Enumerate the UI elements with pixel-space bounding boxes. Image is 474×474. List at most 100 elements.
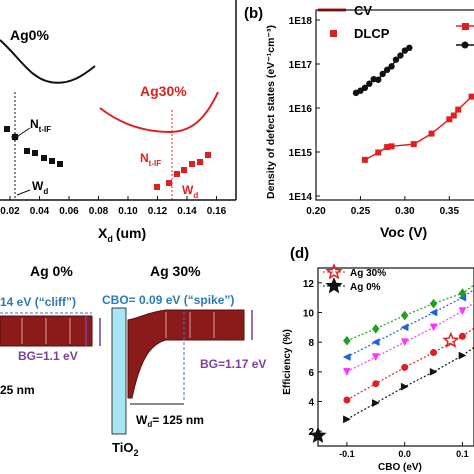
panel-d-series bbox=[309, 284, 474, 443]
panel-b-point bbox=[366, 80, 373, 87]
label-ag0-c: Ag 0% bbox=[30, 263, 73, 279]
panel-d-point bbox=[342, 353, 351, 361]
panel-b-point bbox=[392, 56, 400, 63]
panel-d-legend-label: Ag 30% bbox=[350, 268, 386, 279]
dlcp-ag30-point bbox=[174, 171, 180, 177]
panel-d-x-tick-label: 0.1 bbox=[456, 449, 469, 459]
panel-d-point bbox=[372, 380, 380, 388]
panel-d-point bbox=[400, 382, 409, 391]
panel-d-point bbox=[400, 338, 409, 347]
wd-label-ag30: Wd bbox=[182, 183, 198, 200]
panel-b-series bbox=[352, 44, 474, 163]
panel-b-point bbox=[455, 106, 462, 113]
panel-d: (d) Efficiency (%) 12 10 8 6 4 2 -0.1 0.0 0.1 A… bbox=[282, 245, 474, 473]
panel-d-point bbox=[401, 363, 409, 371]
panel-d-y-tick-label: 10 bbox=[303, 309, 315, 320]
panel-b-point bbox=[450, 112, 457, 119]
panel-b-y-label: Density of defect states (eV⁻¹cm⁻³) bbox=[265, 25, 277, 199]
panel-d-y-tick-label: 12 bbox=[303, 279, 315, 290]
panel-a-x-tick-label: 0.12 bbox=[148, 206, 168, 217]
panel-b-point bbox=[428, 130, 435, 137]
panel-d-point bbox=[429, 323, 438, 332]
panel-b-y-tick-label: 1E15 bbox=[289, 148, 313, 159]
dlcp-ag0-point bbox=[32, 150, 38, 156]
panel-a-x-tick-label: 0.06 bbox=[59, 206, 79, 217]
panel-d-plot-frame bbox=[317, 267, 474, 447]
panel-d-point bbox=[342, 368, 351, 376]
panel-b-y-tick-label: 1E18 bbox=[289, 16, 313, 27]
dlcp-ag0-point bbox=[41, 155, 47, 161]
panel-d-point bbox=[371, 338, 380, 347]
panel-d-point bbox=[371, 353, 380, 362]
panel-b-point bbox=[388, 143, 395, 150]
panel-a-x-tick-label: 0.10 bbox=[118, 206, 138, 217]
panel-d-point bbox=[429, 298, 438, 309]
panel-d-point bbox=[343, 335, 351, 346]
panel-d-point bbox=[429, 308, 438, 317]
panel-b-y-tick-label: 1E14 bbox=[289, 192, 313, 203]
panel-d-point bbox=[309, 426, 327, 443]
panel-a: CV DLCP Ag0% Ag30% Nt-IF Wd bbox=[0, 0, 390, 244]
panel-d-series-line bbox=[346, 284, 474, 342]
panel-d-y-tick-label: 4 bbox=[308, 398, 314, 409]
panel-b: (b) Density of defect states (eV⁻¹cm⁻³) … bbox=[244, 5, 474, 240]
panel-d-y-tick-label: 6 bbox=[308, 368, 314, 379]
panel-d-y-tick-label: 8 bbox=[308, 338, 314, 349]
dlcp-ag0-point bbox=[49, 158, 55, 164]
panel-d-series-line bbox=[346, 346, 474, 420]
panel-b-x-tick-label: 0.20 bbox=[306, 206, 326, 217]
panel-d-tag: (d) bbox=[290, 245, 309, 262]
panel-b-point bbox=[375, 76, 382, 83]
label-ag30: Ag30% bbox=[140, 83, 187, 99]
spike-label: CBO= 0.09 eV (“spike”) bbox=[102, 293, 234, 307]
panel-a-x-ticks: 0.02 0.04 0.06 0.08 0.10 0.12 0.14 0.16 bbox=[0, 196, 227, 217]
panel-b-x-label: Voc (V) bbox=[380, 224, 427, 240]
panel-b-x-ticks: 0.20 0.25 0.30 0.35 bbox=[306, 196, 460, 217]
panel-b-point bbox=[446, 116, 453, 123]
panel-b-plot-frame bbox=[315, 9, 474, 201]
panel-b-y-tick-label: 1E16 bbox=[289, 104, 313, 115]
panel-c: Ag 0% Ag 30% 14 eV (“cliff”) CBO= 0.09 e… bbox=[0, 263, 266, 458]
dlcp-ag0-point bbox=[57, 161, 63, 167]
panel-a-x-tick-label: 0.08 bbox=[89, 206, 109, 217]
panel-b-point bbox=[406, 44, 413, 52]
dlcp-ag0-point bbox=[4, 126, 10, 132]
dlcp-ag30-point bbox=[154, 184, 160, 190]
legend-dlcp-label: DLCP bbox=[354, 26, 390, 41]
panel-b-point bbox=[361, 84, 369, 92]
wd-arrow-ag0 bbox=[16, 189, 31, 196]
panel-d-legend-label: Ag 0% bbox=[350, 282, 381, 293]
panel-d-x-label: CBO (eV) bbox=[378, 462, 422, 473]
label-ag30-c: Ag 30% bbox=[150, 263, 201, 279]
panel-b-x-tick-label: 0.25 bbox=[351, 206, 371, 217]
panel-a-x-tick-label: 0.04 bbox=[30, 206, 50, 217]
panel-d-point bbox=[343, 396, 351, 404]
wd-label-ag0: Wd bbox=[32, 179, 48, 196]
panel-d-series-line bbox=[346, 327, 474, 401]
panel-b-point bbox=[397, 52, 404, 59]
wd-right-label: Wd= 125 nm bbox=[136, 413, 204, 429]
wd-left-label: 25 nm bbox=[0, 383, 35, 397]
ntif-label-ag0: Nt-IF bbox=[30, 117, 51, 134]
panel-d-y-tick-label: 2 bbox=[308, 427, 314, 438]
cv-curve-ag0 bbox=[0, 39, 96, 84]
panel-d-point bbox=[442, 331, 460, 348]
panel-d-point bbox=[430, 349, 438, 357]
legend-dlcp-marker bbox=[330, 30, 337, 37]
ntif-label-ag30: Nt-IF bbox=[140, 151, 161, 168]
tio2-label: TiO2 bbox=[112, 440, 138, 458]
panel-d-y-label: Efficiency (%) bbox=[282, 329, 293, 395]
panel-d-x-tick-label: -0.1 bbox=[339, 449, 355, 459]
bg-left-label: BG=1.1 eV bbox=[18, 349, 78, 363]
panel-b-point bbox=[384, 144, 391, 151]
panel-d-series-line bbox=[346, 302, 474, 373]
panel-d-x-tick-label: 0.0 bbox=[398, 449, 411, 459]
panel-a-x-tick-label: 0.14 bbox=[177, 206, 197, 217]
dlcp-ag30-point bbox=[197, 159, 203, 165]
panel-d-x-ticks: -0.1 0.0 0.1 bbox=[339, 442, 469, 459]
dlcp-ag30-point bbox=[189, 161, 195, 167]
panel-b-y-ticks: 1E18 1E17 1E16 1E15 1E14 bbox=[289, 16, 320, 203]
label-ag0: Ag0% bbox=[10, 27, 49, 43]
panel-d-point bbox=[343, 415, 351, 424]
